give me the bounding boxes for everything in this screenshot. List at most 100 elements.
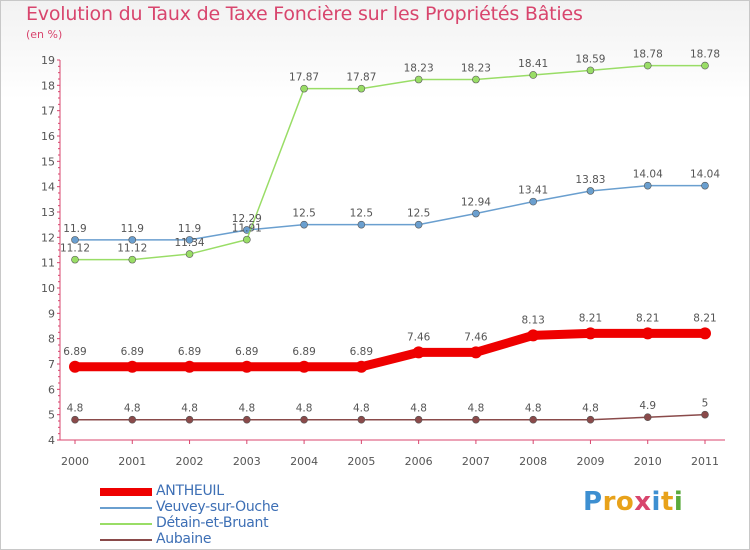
data-point (529, 197, 537, 206)
y-tick-label: 5 (48, 409, 55, 422)
legend-label-aubaine: Aubaine (156, 531, 212, 547)
logo-letter: t (660, 487, 674, 517)
data-point (69, 360, 81, 373)
data-point (701, 410, 709, 419)
data-point (240, 360, 253, 373)
data-label: 13.83 (575, 174, 605, 186)
data-point (185, 236, 194, 244)
data-point (414, 220, 423, 229)
data-point (643, 413, 652, 422)
data-label: 11.9 (63, 223, 86, 235)
x-tick-label: 2006 (405, 455, 433, 468)
data-point (414, 415, 423, 424)
data-point (527, 329, 540, 342)
legend-label-detain: Détain-et-Bruant (156, 515, 269, 531)
data-label: 4.8 (296, 403, 313, 415)
y-tick-label: 16 (41, 130, 55, 143)
data-label: 13.41 (518, 185, 548, 197)
y-tick-label: 17 (41, 105, 55, 118)
data-label: 4.8 (181, 403, 198, 415)
data-point (183, 360, 196, 373)
data-label: 11.9 (121, 223, 144, 235)
data-point (300, 220, 308, 229)
series-line-1 (74, 184, 706, 241)
data-point (243, 415, 251, 424)
data-label: 4.8 (353, 403, 370, 415)
x-tick-label: 2003 (233, 455, 261, 468)
y-tick-label: 13 (41, 206, 55, 219)
data-point (71, 415, 79, 424)
x-tick-label: 2011 (691, 455, 719, 468)
y-tick-label: 15 (41, 155, 55, 168)
data-point (126, 360, 139, 373)
data-label: 11.9 (178, 223, 201, 235)
data-point (469, 346, 482, 359)
data-label: 8.13 (521, 314, 544, 326)
data-label: 11.91 (232, 223, 262, 235)
data-label: 18.23 (404, 63, 434, 75)
y-tick-label: 19 (41, 54, 55, 67)
data-label: 8.21 (693, 312, 716, 324)
legend-label-antheuil: ANTHEUIL (156, 483, 224, 499)
data-point (643, 181, 652, 190)
data-label: 4.8 (410, 403, 427, 415)
data-label: 6.89 (235, 346, 258, 358)
data-label: 12.5 (292, 208, 315, 220)
data-point (128, 415, 137, 424)
x-tick-label: 2001 (118, 455, 146, 468)
logo-letter: x (634, 487, 652, 517)
data-point (472, 415, 480, 424)
data-label: 6.89 (63, 346, 86, 358)
data-label: 4.8 (67, 403, 84, 415)
data-point (412, 346, 425, 359)
series-line-3 (74, 413, 706, 421)
x-tick-label: 2002 (176, 455, 204, 468)
data-point (243, 235, 251, 244)
legend-swatch-detain (100, 523, 152, 525)
data-label: 18.41 (518, 58, 548, 70)
data-point (128, 236, 137, 244)
y-tick-label: 6 (48, 383, 55, 396)
data-label: 18.59 (575, 53, 605, 65)
data-label: 18.78 (633, 49, 663, 61)
data-point (71, 236, 79, 244)
legend-swatch-aubaine (100, 539, 152, 541)
x-tick-label: 2004 (290, 455, 318, 468)
data-point (643, 61, 652, 70)
data-label: 4.8 (124, 403, 141, 415)
x-tick-label: 2010 (634, 455, 662, 468)
legend-swatch-veuvey (100, 507, 152, 509)
data-point (701, 61, 709, 70)
y-tick-label: 10 (41, 282, 55, 295)
y-tick-label: 11 (41, 257, 55, 270)
data-label: 6.89 (292, 346, 315, 358)
data-label: 6.89 (350, 346, 373, 358)
data-label: 17.87 (346, 72, 376, 84)
y-axis-unit: (en %) (26, 28, 63, 41)
data-point (355, 360, 368, 373)
data-point (472, 209, 480, 218)
y-tick-label: 14 (41, 181, 55, 194)
data-point (300, 84, 308, 93)
data-label: 12.29 (232, 213, 262, 225)
y-tick-label: 8 (48, 333, 55, 346)
data-label: 11.34 (175, 237, 205, 249)
data-point (584, 327, 597, 340)
data-point (300, 415, 308, 424)
proxiti-logo: Proxiti (583, 487, 683, 517)
data-label: 4.9 (639, 400, 656, 412)
data-label: 14.04 (690, 169, 720, 181)
data-point (357, 84, 366, 93)
data-label: 5 (702, 398, 709, 410)
y-tick-label: 12 (41, 231, 55, 244)
logo-letter: r (602, 487, 616, 517)
x-tick-label: 2000 (61, 455, 89, 468)
data-label: 7.46 (407, 331, 431, 343)
data-point (586, 415, 595, 424)
data-point (529, 415, 537, 424)
data-label: 6.89 (178, 346, 201, 358)
data-label: 18.78 (690, 49, 720, 61)
data-point (185, 250, 194, 258)
data-label: 8.21 (579, 312, 602, 324)
